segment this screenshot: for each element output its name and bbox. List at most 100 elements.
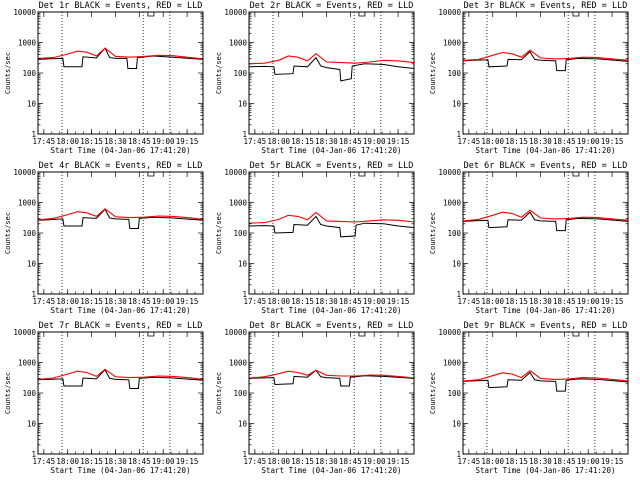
x-tick-label: 18:00 [267,457,290,466]
events-series-line [38,208,204,229]
y-tick-label: 1 [456,130,461,139]
panel-title: Det 8r BLACK = Events, RED = LLD [250,321,414,331]
events-series-line [249,369,415,387]
x-tick-label: 18:30 [529,137,552,146]
y-tick-label: 10000 [438,168,461,177]
panel-title: Det 2r BLACK = Events, RED = LLD [250,1,414,11]
y-tick-label: 1000 [229,199,248,208]
x-tick-label: 18:30 [104,457,127,466]
events-series-line [463,371,629,392]
y-tick-label: 10000 [224,8,247,17]
y-tick-label: 1 [456,450,461,459]
x-tick-label: 18:45 [339,457,362,466]
y-tick-label: 100 [22,389,36,398]
y-axis-label: Counts/sec [215,372,223,414]
x-tick-label: 18:15 [505,297,528,306]
y-axis-label: Counts/sec [4,372,12,414]
time-marker [147,332,155,337]
y-tick-label: 10000 [13,168,36,177]
y-tick-label: 1 [31,450,36,459]
panel-title: Det 4r BLACK = Events, RED = LLD [39,161,203,171]
y-tick-label: 1000 [18,359,37,368]
x-tick-label: 18:45 [553,137,576,146]
x-tick-label: 17:45 [458,137,481,146]
y-tick-label: 1 [456,290,461,299]
x-axis-label: Start Time (04-Jan-06 17:41:20) [476,466,616,475]
x-tick-label: 18:30 [529,457,552,466]
y-tick-label: 10 [238,100,248,109]
y-axis-label: Counts/sec [215,212,223,254]
x-tick-label: 17:45 [33,297,56,306]
lld-series-line [249,211,415,224]
plot-frame [248,171,415,295]
x-tick-label: 18:15 [80,457,103,466]
y-tick-label: 1000 [229,359,248,368]
plot-frame [248,11,415,135]
panel-det-3: 1 10 100 1000 10000 17:45 18:00 18:15 18:30 18:45… [429,1,629,155]
panel-det-6: 1 10 100 1000 10000 17:45 18:00 18:15 18:30 18:45… [429,161,629,315]
x-tick-label: 19:00 [363,457,386,466]
time-marker [147,172,155,177]
x-tick-label: 17:45 [458,297,481,306]
lld-series-line [463,209,629,222]
x-tick-label: 17:45 [244,297,267,306]
y-tick-label: 1 [242,130,247,139]
x-tick-label: 18:00 [56,457,79,466]
x-tick-label: 19:15 [601,297,624,306]
y-tick-label: 1 [242,290,247,299]
x-tick-label: 18:00 [56,137,79,146]
panel-title: Det 1r BLACK = Events, RED = LLD [39,1,203,11]
y-tick-label: 10000 [438,328,461,337]
plot-frame [37,331,204,455]
y-tick-label: 10 [452,420,462,429]
time-marker [572,332,580,337]
y-tick-label: 10 [452,260,462,269]
panel-det-2: 1 10 100 1000 10000 17:45 18:00 18:15 18:30 18:45… [215,1,415,155]
x-tick-label: 19:15 [176,457,199,466]
panel-det-4: 1 10 100 1000 10000 17:45 18:00 18:15 18:30 18:45… [4,161,204,315]
panel-det-8: 1 10 100 1000 10000 17:45 18:00 18:15 18:30 18:45… [215,321,415,475]
lld-series-line [463,370,629,382]
x-tick-label: 19:00 [363,137,386,146]
x-tick-label: 19:15 [601,457,624,466]
y-tick-label: 10 [27,100,37,109]
y-tick-label: 100 [447,69,461,78]
x-tick-label: 19:15 [387,457,410,466]
plot-frame [462,331,629,455]
y-tick-label: 100 [22,69,36,78]
y-tick-label: 10000 [224,168,247,177]
x-axis-label: Start Time (04-Jan-06 17:41:20) [262,466,402,475]
x-tick-label: 18:45 [128,457,151,466]
y-tick-label: 10000 [13,8,36,17]
x-tick-label: 18:30 [315,297,338,306]
plot-frame [462,171,629,295]
x-tick-label: 18:00 [481,457,504,466]
y-tick-label: 1000 [229,39,248,48]
x-tick-label: 18:15 [505,137,528,146]
y-axis-label: Counts/sec [429,52,437,94]
x-tick-label: 18:45 [553,297,576,306]
panel-det-1: 1 10 100 1000 10000 17:45 18:00 18:15 18:30 18:45… [4,1,204,155]
y-axis-label: Counts/sec [429,212,437,254]
y-tick-label: 10 [238,260,248,269]
y-tick-label: 100 [233,229,247,238]
y-tick-label: 100 [447,389,461,398]
plot-frame [37,171,204,295]
x-tick-label: 18:30 [529,297,552,306]
plot-frame [248,331,415,455]
x-axis-label: Start Time (04-Jan-06 17:41:20) [51,466,191,475]
y-tick-label: 1000 [443,39,462,48]
lld-series-line [463,49,629,61]
y-tick-label: 10 [27,420,37,429]
panel-title: Det 9r BLACK = Events, RED = LLD [464,321,628,331]
x-tick-label: 19:15 [387,137,410,146]
x-tick-label: 18:45 [128,297,151,306]
panel-det-5: 1 10 100 1000 10000 17:45 18:00 18:15 18:30 18:45… [215,161,415,315]
x-tick-label: 18:45 [339,297,362,306]
x-tick-label: 18:00 [481,137,504,146]
x-tick-label: 19:15 [387,297,410,306]
y-axis-label: Counts/sec [429,372,437,414]
y-tick-label: 10 [452,100,462,109]
x-tick-label: 18:15 [80,137,103,146]
